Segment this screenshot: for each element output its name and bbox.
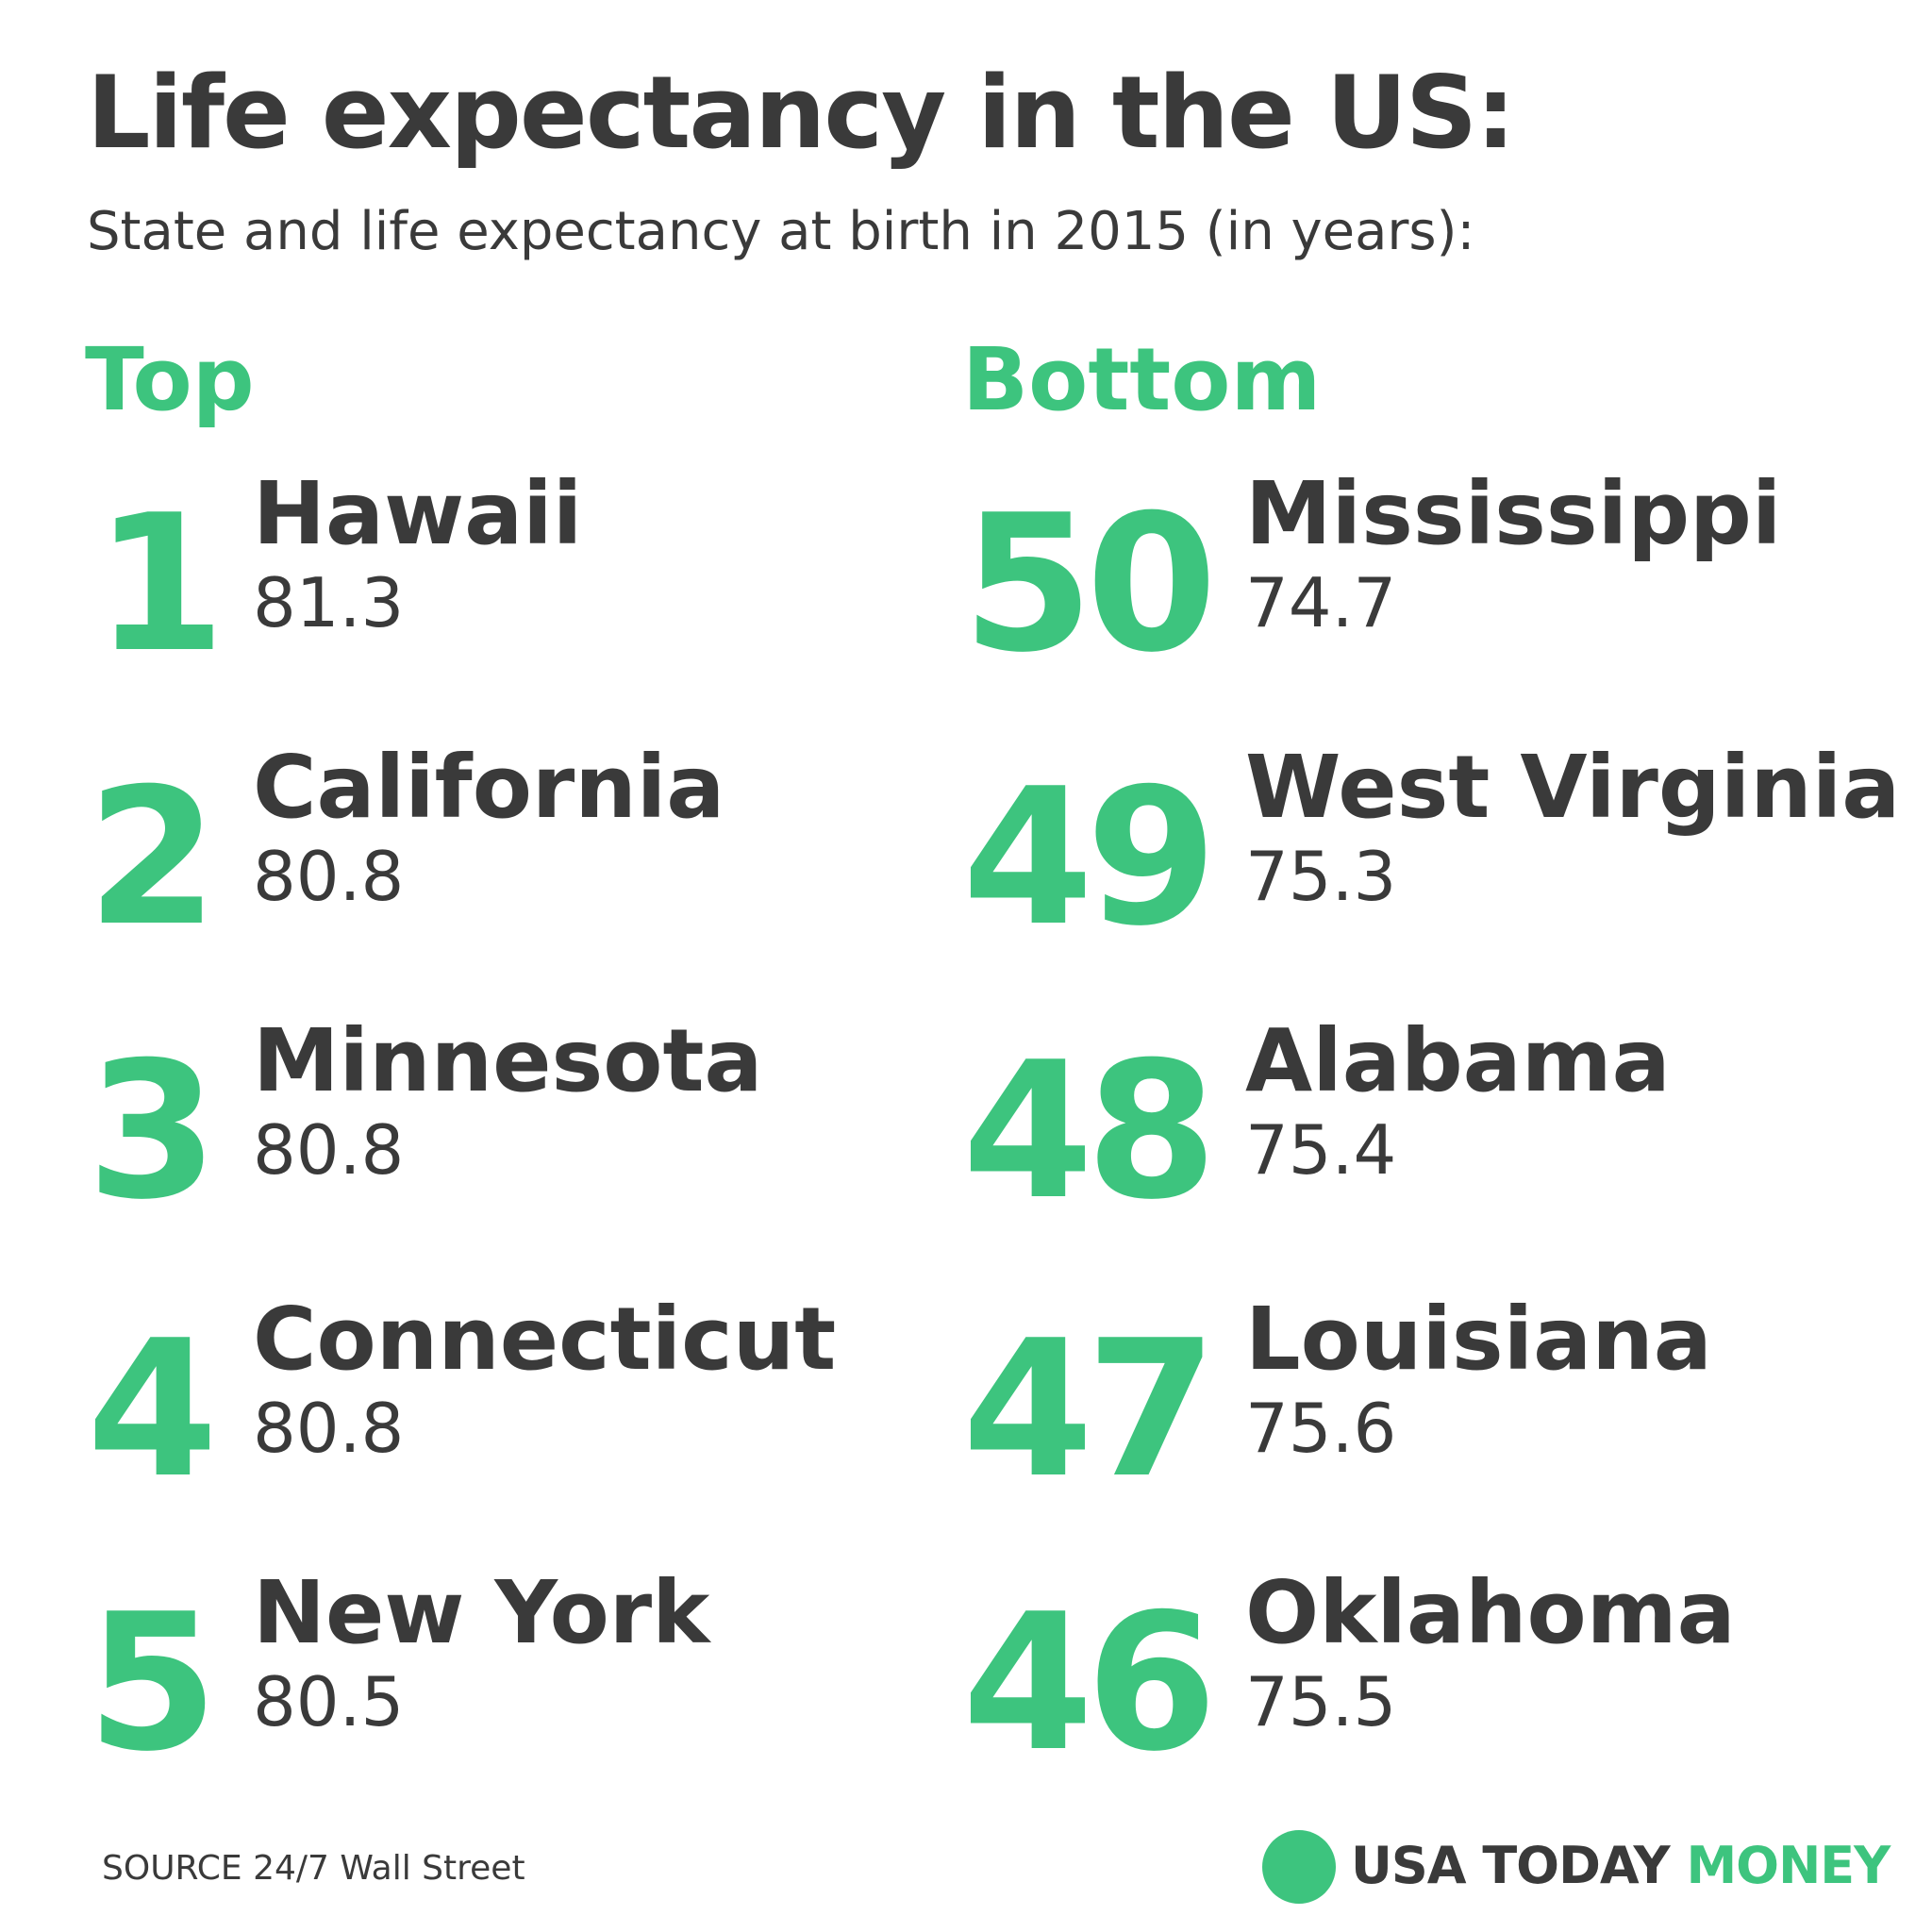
state-name: Mississippi [1245, 463, 1782, 564]
rank-number: 49 [962, 748, 1217, 968]
top-heading: Top [85, 329, 255, 430]
life-expectancy-value: 75.4 [1245, 1110, 1397, 1190]
state-name: Alabama [1245, 1010, 1671, 1111]
rank-number: 50 [962, 475, 1217, 694]
state-name: Hawaii [253, 463, 583, 564]
life-expectancy-value: 75.6 [1245, 1389, 1397, 1468]
rank-number: 46 [962, 1574, 1217, 1793]
page-subtitle: State and life expectancy at birth in 20… [87, 201, 1475, 262]
brand-wordmark: USA TODAY MONEY [1351, 1838, 1890, 1893]
state-name: West Virginia [1245, 737, 1901, 838]
rank-number: 4 [87, 1300, 218, 1520]
brand-name-money: MONEY [1686, 1836, 1890, 1895]
state-name: Louisiana [1245, 1289, 1712, 1390]
state-name: Connecticut [253, 1289, 837, 1390]
life-expectancy-value: 75.5 [1245, 1662, 1397, 1741]
state-name: Oklahoma [1245, 1562, 1736, 1663]
state-name: Minnesota [253, 1010, 763, 1111]
state-name: California [253, 737, 725, 838]
rank-number: 5 [87, 1574, 218, 1793]
bottom-heading: Bottom [962, 329, 1322, 430]
life-expectancy-value: 80.5 [253, 1662, 405, 1741]
life-expectancy-value: 74.7 [1245, 563, 1397, 642]
life-expectancy-value: 75.3 [1245, 837, 1397, 916]
rank-number: 3 [87, 1022, 218, 1241]
rank-number: 2 [87, 748, 218, 968]
brand-dot-icon [1262, 1830, 1336, 1904]
state-name: New York [253, 1562, 710, 1663]
life-expectancy-value: 80.8 [253, 1389, 405, 1468]
rank-number: 47 [962, 1300, 1217, 1520]
page-title: Life expectancy in the US: [87, 55, 1516, 171]
life-expectancy-value: 80.8 [253, 837, 405, 916]
source-credit: SOURCE 24/7 Wall Street [102, 1849, 525, 1888]
life-expectancy-value: 80.8 [253, 1110, 405, 1190]
rank-number: 1 [94, 475, 225, 694]
rank-number: 48 [962, 1022, 1217, 1241]
brand-name-usa-today: USA TODAY [1351, 1836, 1687, 1895]
life-expectancy-value: 81.3 [253, 563, 405, 642]
